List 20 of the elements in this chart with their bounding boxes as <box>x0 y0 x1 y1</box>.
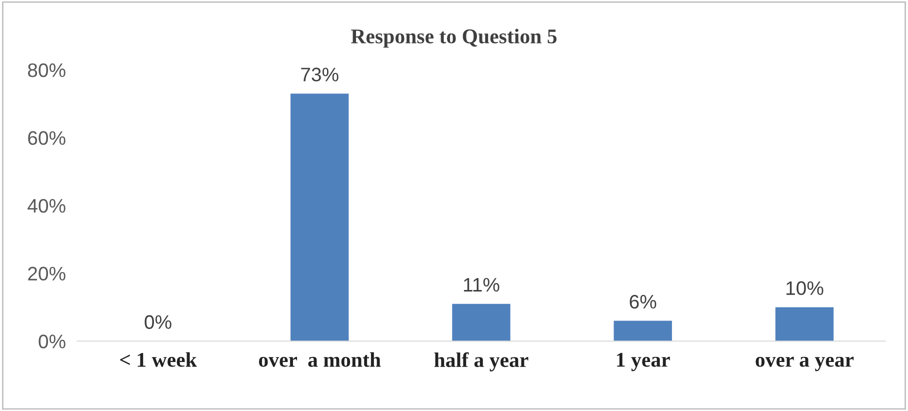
bar <box>290 94 349 342</box>
x-tick-label: over a year <box>756 356 854 372</box>
bar <box>775 307 834 342</box>
data-label: 0% <box>144 315 172 329</box>
data-label: 6% <box>630 294 656 309</box>
chart-title: Response to Question 5 <box>351 28 557 48</box>
y-tick-label: 60% <box>28 131 66 145</box>
bar <box>614 320 672 342</box>
y-tick-label: 0% <box>38 334 66 348</box>
x-tick-label: 1 year <box>617 352 670 372</box>
data-label: 11% <box>464 278 500 292</box>
y-tick-label: 40% <box>28 198 66 213</box>
data-label: 10% <box>786 281 824 296</box>
bar <box>452 304 510 342</box>
x-tick-label: over a month <box>258 352 381 367</box>
y-tick-label: 80% <box>28 63 66 78</box>
x-tick-label: half a year <box>434 352 528 372</box>
y-tick-label: 20% <box>28 266 66 281</box>
x-tick-label: < 1 week <box>120 352 197 367</box>
data-label: 73% <box>301 68 338 82</box>
